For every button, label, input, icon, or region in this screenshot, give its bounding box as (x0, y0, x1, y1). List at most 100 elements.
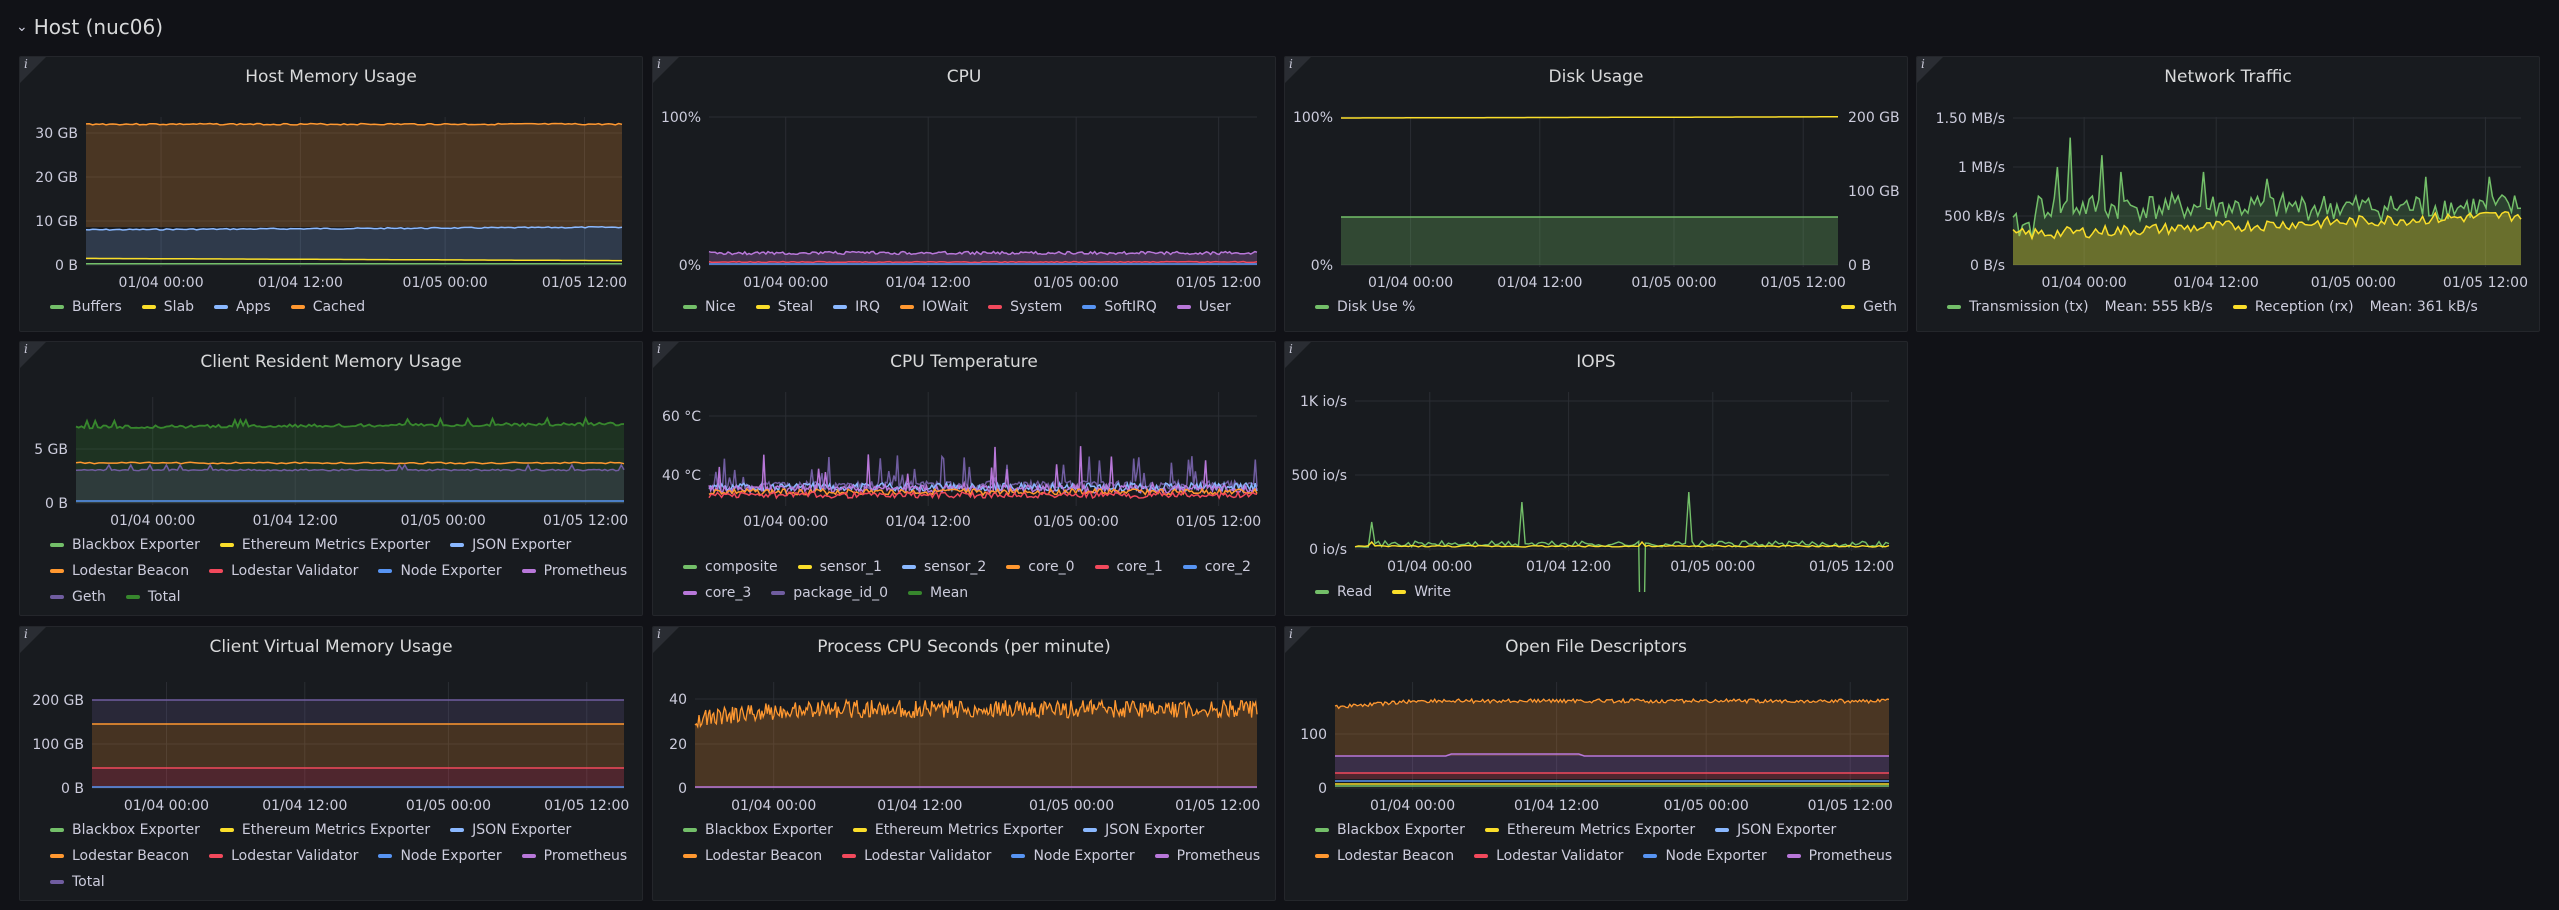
panel-title: Host Memory Usage (245, 67, 417, 87)
legend-item[interactable]: Lodestar Validator (209, 846, 358, 866)
legend-label: Blackbox Exporter (72, 537, 200, 553)
legend-item[interactable]: Total (50, 872, 105, 892)
legend-item[interactable]: sensor_2 (901, 557, 986, 577)
legend-swatch (1082, 305, 1097, 309)
legend-item[interactable]: Node Exporter (1011, 846, 1135, 866)
panel-process-cpu-seconds[interactable]: i Process CPU Seconds (per minute) 01/04 0… (652, 626, 1276, 901)
panel-network-traffic[interactable]: i Network Traffic 01/04 00:00 01/04 12:00 01… (1916, 56, 2540, 332)
legend-item[interactable]: core_0 (1006, 557, 1075, 577)
info-icon[interactable]: i (1917, 57, 1943, 83)
legend-item[interactable]: core_2 (1182, 557, 1251, 577)
info-icon[interactable]: i (653, 342, 679, 368)
legend-item[interactable]: sensor_1 (797, 557, 882, 577)
legend-item[interactable]: Total (125, 587, 181, 607)
legend-item[interactable]: Ethereum Metrics Exporter (219, 535, 430, 555)
legend-item[interactable]: IOWait (900, 297, 968, 317)
legend-item[interactable]: Blackbox Exporter (1315, 820, 1465, 840)
legend-item[interactable]: JSON Exporter (1715, 820, 1836, 840)
legend-item[interactable]: SoftIRQ (1082, 297, 1157, 317)
legend-item[interactable]: System (988, 297, 1062, 317)
legend-item[interactable]: Mean (908, 583, 968, 603)
legend-item[interactable]: Blackbox Exporter (50, 820, 200, 840)
legend-item[interactable]: Apps (214, 297, 271, 317)
series-area (695, 700, 1257, 788)
info-icon[interactable]: i (1285, 627, 1311, 653)
legend-item[interactable]: Write (1392, 582, 1451, 602)
legend-label: Node Exporter (1033, 848, 1135, 864)
legend-item[interactable]: Prometheus (1786, 846, 1892, 866)
legend-item[interactable]: Transmission (tx) Mean: 555 kB/s (1947, 297, 2213, 317)
y-tick-label: 100% (1293, 110, 1333, 126)
panel-cpu-temperature[interactable]: i CPU Temperature 01/04 00:00 01/04 12:00 01… (652, 341, 1276, 616)
legend-item[interactable]: JSON Exporter (1083, 820, 1204, 840)
row-header[interactable]: ⌄ Host (nuc06) (16, 10, 163, 44)
legend-item[interactable]: Blackbox Exporter (50, 535, 200, 555)
legend-swatch (219, 828, 234, 832)
panel-title: Client Resident Memory Usage (200, 352, 462, 372)
info-icon[interactable]: i (20, 342, 46, 368)
legend-item[interactable]: Geth (1841, 297, 1897, 317)
legend-item[interactable]: composite (683, 557, 778, 577)
chevron-down-icon[interactable]: ⌄ (16, 19, 28, 35)
legend-item[interactable]: Read (1315, 582, 1372, 602)
legend-item[interactable]: Disk Use % (1315, 297, 1415, 317)
info-icon[interactable]: i (20, 627, 46, 653)
legend-item[interactable]: Lodestar Beacon (50, 561, 189, 581)
panel-disk-usage[interactable]: i Disk Usage 01/04 00:00 01/04 12:00 01/05 0… (1284, 56, 1908, 332)
legend-item[interactable]: JSON Exporter (450, 820, 571, 840)
legend: Blackbox Exporter Ethereum Metrics Export… (683, 820, 1265, 866)
panel-client-virtual-memory[interactable]: i Client Virtual Memory Usage 01/04 00:00 0… (19, 626, 643, 901)
info-icon[interactable]: i (1285, 342, 1311, 368)
panel-open-file-descriptors[interactable]: i Open File Descriptors 01/04 00:00 01/04 1… (1284, 626, 1908, 901)
legend-swatch (1154, 854, 1169, 858)
info-icon[interactable]: i (653, 627, 679, 653)
legend-item[interactable]: Lodestar Beacon (683, 846, 822, 866)
legend-item[interactable]: Nice (683, 297, 736, 317)
legend-swatch (125, 595, 140, 599)
y-tick-label: 0 io/s (1309, 542, 1347, 558)
legend-item[interactable]: Lodestar Validator (209, 561, 358, 581)
legend-item[interactable]: Lodestar Validator (842, 846, 991, 866)
legend-item[interactable]: Cached (290, 297, 365, 317)
info-icon[interactable]: i (1285, 57, 1311, 83)
panel-iops[interactable]: i IOPS 01/04 00:00 01/04 12:00 01/05 00:00 01… (1284, 341, 1908, 616)
legend-swatch (1182, 565, 1197, 569)
y-tick-label: 30 GB (35, 126, 78, 142)
legend-item[interactable]: Prometheus (521, 846, 627, 866)
x-tick-label: 01/05 12:00 (542, 275, 627, 291)
x-tick-label: 01/04 12:00 (886, 514, 971, 530)
panel-client-resident-memory[interactable]: i Client Resident Memory Usage 01/04 00:00… (19, 341, 643, 616)
legend-item[interactable]: Prometheus (1154, 846, 1260, 866)
legend-item[interactable]: Node Exporter (1643, 846, 1767, 866)
legend-item[interactable]: Node Exporter (378, 561, 502, 581)
legend-item[interactable]: Lodestar Beacon (50, 846, 189, 866)
panel-cpu[interactable]: i CPU 01/04 00:00 01/04 12:00 01/05 00:00 01/… (652, 56, 1276, 332)
legend-item[interactable]: JSON Exporter (450, 535, 571, 555)
legend-item[interactable]: Ethereum Metrics Exporter (219, 820, 430, 840)
legend-item[interactable]: Ethereum Metrics Exporter (852, 820, 1063, 840)
info-icon[interactable]: i (20, 57, 46, 83)
legend-item[interactable]: Blackbox Exporter (683, 820, 833, 840)
legend-label: Geth (72, 589, 106, 605)
legend-item[interactable]: IRQ (833, 297, 880, 317)
legend-item[interactable]: core_3 (683, 583, 751, 603)
legend-swatch (1011, 854, 1026, 858)
x-tick-label: 01/04 12:00 (262, 798, 347, 814)
legend-item[interactable]: Lodestar Validator (1474, 846, 1623, 866)
legend-item[interactable]: Steal (755, 297, 813, 317)
legend-item[interactable]: Node Exporter (378, 846, 502, 866)
legend-item[interactable]: Slab (141, 297, 194, 317)
x-tick-label: 01/05 00:00 (1034, 514, 1119, 530)
legend-item[interactable]: User (1176, 297, 1231, 317)
legend-item[interactable]: Ethereum Metrics Exporter (1484, 820, 1695, 840)
info-icon[interactable]: i (653, 57, 679, 83)
legend-item[interactable]: core_1 (1094, 557, 1163, 577)
legend-item[interactable]: package_id_0 (771, 583, 888, 603)
legend-item[interactable]: Buffers (50, 297, 122, 317)
legend-item[interactable]: Lodestar Beacon (1315, 846, 1454, 866)
legend-item[interactable]: Prometheus (521, 561, 627, 581)
panel-host-memory[interactable]: i Host Memory Usage 01/04 00:00 01/04 12:00… (19, 56, 643, 332)
legend-item[interactable]: Reception (rx) Mean: 361 kB/s (2232, 297, 2478, 317)
legend-swatch (683, 565, 697, 569)
legend-item[interactable]: Geth (50, 587, 106, 607)
